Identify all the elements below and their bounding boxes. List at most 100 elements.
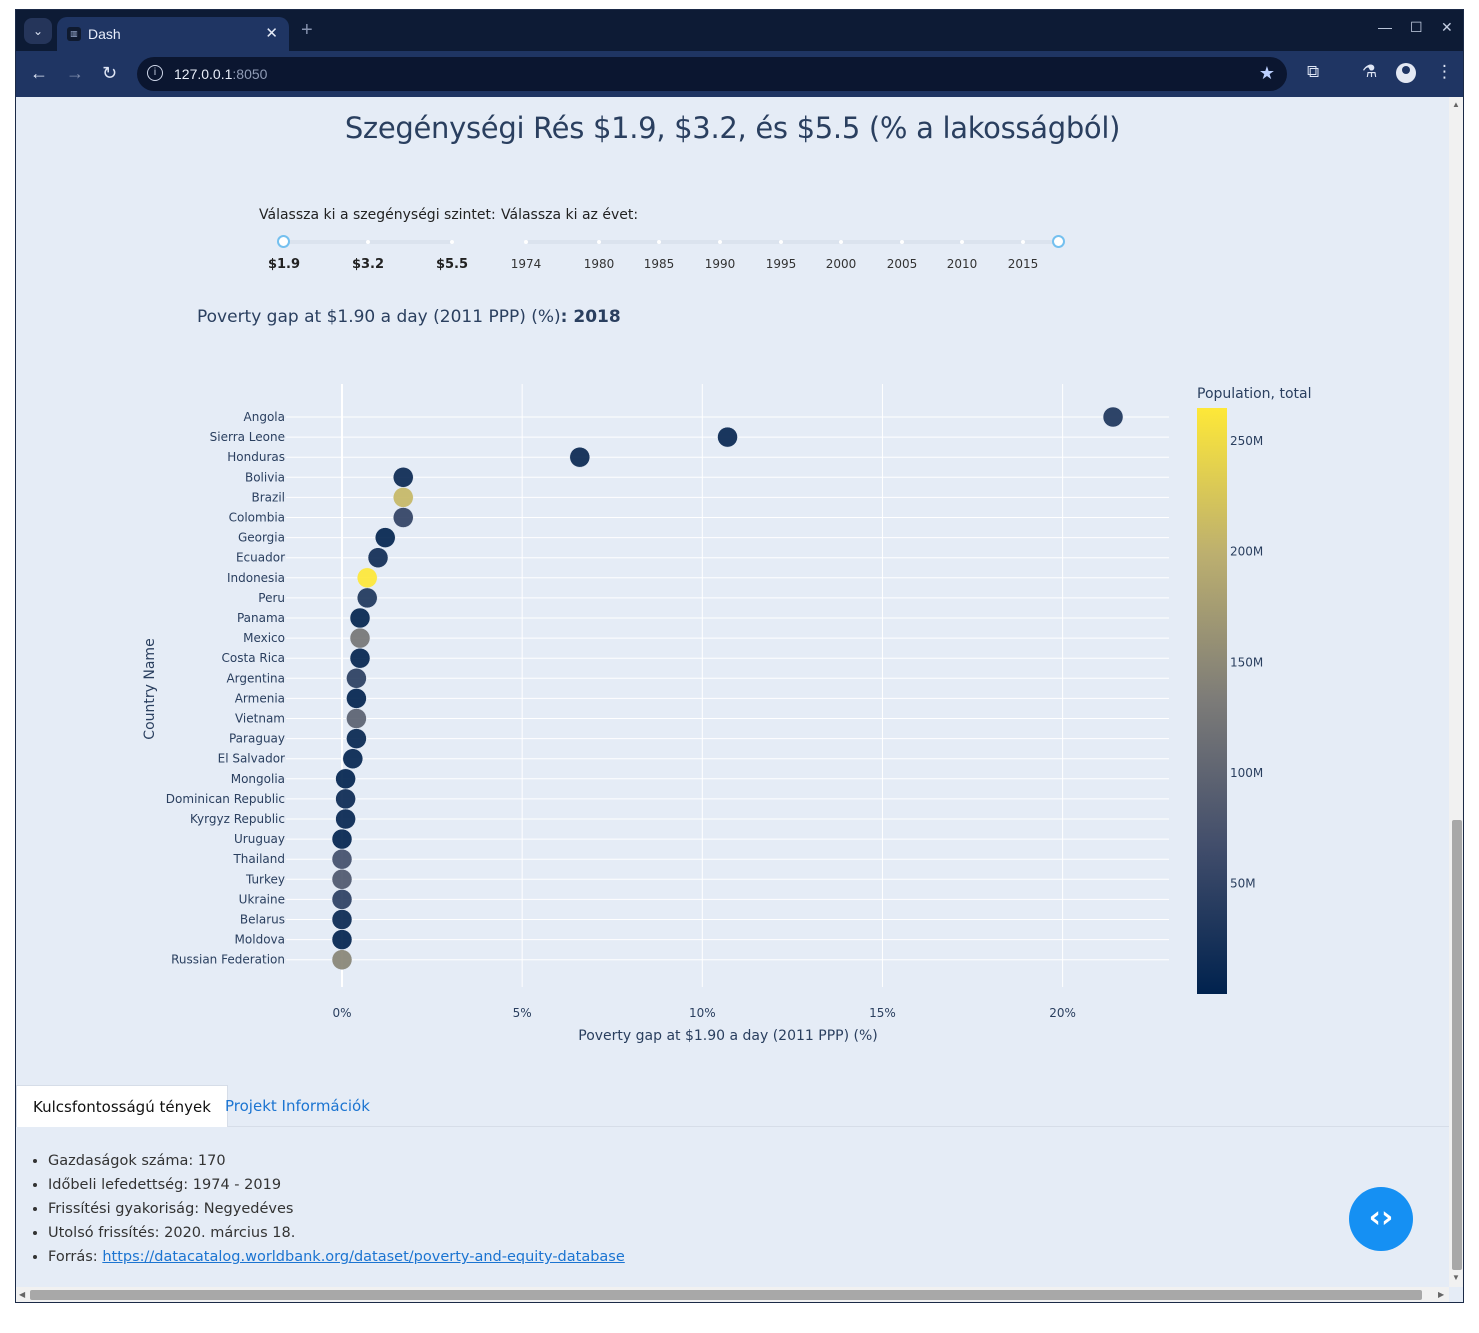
list-item: Forrás: https://datacatalog.worldbank.or…: [48, 1245, 625, 1269]
data-point[interactable]: [393, 467, 414, 488]
tab-title: Dash: [88, 26, 121, 42]
year-slider-handle[interactable]: [1052, 235, 1065, 248]
profile-avatar-icon[interactable]: [1396, 63, 1416, 83]
data-point[interactable]: [331, 929, 353, 950]
country-label: Dominican Republic: [166, 792, 285, 806]
data-point[interactable]: [335, 808, 356, 830]
year-mark[interactable]: 2005: [886, 257, 918, 271]
list-item: Időbeli lefedettség: 1974 - 2019: [48, 1173, 625, 1197]
reload-icon[interactable]: ↻: [102, 63, 118, 83]
year-mark[interactable]: 1990: [704, 257, 736, 271]
back-icon[interactable]: ←: [30, 63, 48, 83]
key-facts-list: Gazdaságok száma: 170 Időbeli lefedettsé…: [30, 1149, 625, 1269]
data-point[interactable]: [331, 869, 353, 890]
country-label: El Salvador: [218, 752, 285, 766]
data-point[interactable]: [374, 527, 396, 548]
info-tabs: Kulcsfontosságú tények Projekt Informáci…: [16, 1085, 1449, 1127]
scroll-up-icon[interactable]: ▲: [1452, 100, 1460, 109]
data-point[interactable]: [393, 487, 414, 508]
dash-page: Szegénységi Rés $1.9, $3.2, és $5.5 (% a…: [16, 97, 1449, 1270]
scrollbar-thumb[interactable]: [30, 1290, 1422, 1300]
data-point[interactable]: [349, 647, 371, 669]
data-point[interactable]: [356, 587, 378, 609]
minimize-icon[interactable]: —: [1378, 19, 1392, 35]
colorbar-tick-label: 150M: [1230, 655, 1263, 669]
list-item: Utolsó frissítés: 2020. március 18.: [48, 1221, 625, 1245]
country-label: Panama: [237, 611, 285, 625]
source-link[interactable]: https://datacatalog.worldbank.org/datase…: [102, 1249, 625, 1265]
x-axis-title: Poverty gap at $1.90 a day (2011 PPP) (%…: [578, 1028, 877, 1044]
country-label: Ecuador: [236, 551, 285, 565]
scroll-right-icon[interactable]: ▶: [1438, 1290, 1445, 1299]
tab-search-icon[interactable]: ⌄: [24, 18, 52, 44]
year-mark[interactable]: 1974: [510, 257, 542, 271]
tab-close-icon[interactable]: ✕: [265, 25, 278, 42]
extensions-icon[interactable]: ⧉: [1307, 62, 1320, 81]
x-tick-label: 20%: [1049, 1006, 1076, 1020]
site-info-icon[interactable]: i: [147, 65, 163, 81]
data-point[interactable]: [367, 547, 389, 568]
x-tick-label: 10%: [689, 1006, 716, 1020]
data-point[interactable]: [349, 627, 371, 649]
year-slider-rail[interactable]: [526, 240, 1060, 244]
data-point[interactable]: [346, 668, 367, 689]
data-point[interactable]: [349, 607, 371, 629]
year-mark[interactable]: 1995: [765, 257, 797, 271]
menu-kebab-icon[interactable]: ⋮: [1436, 62, 1453, 81]
code-brackets-icon[interactable]: ‹›: [1349, 1187, 1413, 1251]
data-point[interactable]: [335, 788, 356, 810]
close-window-icon[interactable]: ✕: [1441, 19, 1453, 35]
browser-tab[interactable]: ▥ Dash ✕: [57, 17, 289, 51]
poverty-mark[interactable]: $5.5: [435, 257, 469, 272]
scroll-left-icon[interactable]: ◀: [19, 1290, 26, 1299]
scrollbar-thumb[interactable]: [1452, 820, 1462, 1270]
address-bar[interactable]: i 127.0.0.1:8050 ★: [137, 57, 1287, 91]
data-point[interactable]: [331, 828, 353, 850]
data-point[interactable]: [331, 848, 353, 870]
x-tick-label: 5%: [513, 1006, 532, 1020]
new-tab-icon[interactable]: +: [301, 19, 313, 41]
vertical-scrollbar[interactable]: ▲ ▼: [1449, 97, 1463, 1287]
tab-project-info[interactable]: Projekt Információk: [225, 1097, 370, 1115]
tab-key-facts[interactable]: Kulcsfontosságú tények: [16, 1085, 228, 1127]
year-mark[interactable]: 2000: [825, 257, 857, 271]
data-point[interactable]: [331, 909, 353, 930]
data-point[interactable]: [342, 748, 364, 769]
forward-icon[interactable]: →: [66, 63, 84, 83]
year-mark[interactable]: 1985: [643, 257, 675, 271]
year-slider-dot: [779, 240, 783, 244]
poverty-slider-dot: [366, 240, 370, 244]
country-label: Russian Federation: [171, 953, 285, 967]
year-slider-dot: [900, 240, 904, 244]
country-label: Mongolia: [231, 772, 285, 786]
data-point[interactable]: [1102, 406, 1124, 428]
scroll-down-icon[interactable]: ▼: [1452, 1273, 1460, 1282]
year-mark[interactable]: 1980: [583, 257, 615, 271]
poverty-mark[interactable]: $1.9: [267, 257, 301, 272]
country-label: Bolivia: [245, 470, 285, 484]
data-point[interactable]: [393, 507, 414, 528]
year-mark[interactable]: 2010: [946, 257, 978, 271]
data-point[interactable]: [331, 949, 353, 970]
data-point[interactable]: [346, 688, 367, 709]
data-points[interactable]: [331, 406, 1124, 970]
data-point[interactable]: [346, 728, 367, 749]
data-point[interactable]: [346, 708, 367, 729]
horizontal-scrollbar[interactable]: ◀ ▶: [16, 1287, 1449, 1302]
poverty-mark[interactable]: $3.2: [351, 257, 385, 272]
country-label: Thailand: [232, 852, 285, 866]
country-label: Costa Rica: [222, 651, 285, 665]
data-point[interactable]: [356, 567, 378, 589]
poverty-gap-scatter-chart[interactable]: Angola Sierra Leone Honduras Bolivia Brazil C…: [16, 97, 1449, 1077]
data-point[interactable]: [335, 768, 356, 790]
url-text: 127.0.0.1:8050: [174, 66, 268, 82]
data-point[interactable]: [331, 889, 353, 910]
data-point[interactable]: [569, 446, 591, 468]
bookmark-star-icon[interactable]: ★: [1258, 63, 1275, 83]
source-label: Forrás:: [48, 1249, 103, 1265]
poverty-slider-handle[interactable]: [277, 235, 290, 248]
data-point[interactable]: [717, 426, 738, 448]
maximize-icon[interactable]: ☐: [1410, 19, 1423, 35]
year-mark[interactable]: 2015: [1007, 257, 1039, 271]
labs-flask-icon[interactable]: ⚗: [1362, 62, 1378, 81]
